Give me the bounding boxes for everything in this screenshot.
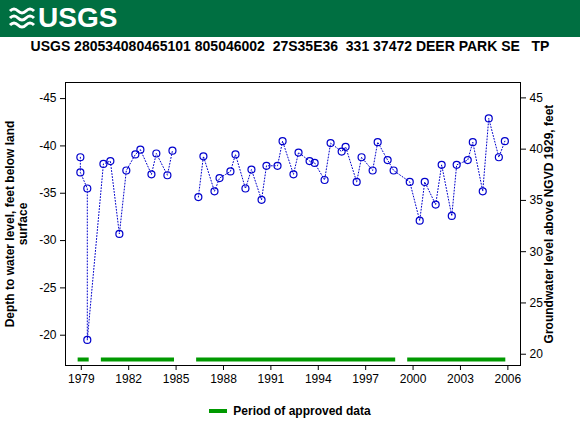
svg-text:1979: 1979 xyxy=(68,372,95,386)
svg-text:1994: 1994 xyxy=(305,372,332,386)
svg-text:2006: 2006 xyxy=(495,372,522,386)
svg-text:-30: -30 xyxy=(39,233,57,247)
svg-text:2000: 2000 xyxy=(400,372,427,386)
svg-text:-25: -25 xyxy=(39,281,57,295)
html-text:Period of approved data: Period of approved data xyxy=(233,404,371,418)
svg-text:1985: 1985 xyxy=(163,372,190,386)
svg-text:40: 40 xyxy=(530,142,544,156)
svg-text:1988: 1988 xyxy=(210,372,237,386)
svg-text:20: 20 xyxy=(530,347,544,361)
svg-text:1982: 1982 xyxy=(115,372,142,386)
svg-text:25: 25 xyxy=(530,296,544,310)
svg-text:2003: 2003 xyxy=(447,372,474,386)
svg-text:1991: 1991 xyxy=(258,372,285,386)
svg-text:35: 35 xyxy=(530,193,544,207)
svg-text:-20: -20 xyxy=(39,328,57,342)
html-text:Groundwater level above NGVD 1: Groundwater level above NGVD 1929, feet xyxy=(542,104,556,343)
html-text:USGS 280534080465101 805046002: USGS 280534080465101 805046002 27S35E36 … xyxy=(30,38,550,54)
svg-text:-45: -45 xyxy=(39,91,57,105)
svg-text:-40: -40 xyxy=(39,139,57,153)
svg-text:-35: -35 xyxy=(39,186,57,200)
html-text:USGS: USGS xyxy=(38,2,118,33)
svg-text:30: 30 xyxy=(530,245,544,259)
svg-text:1997: 1997 xyxy=(352,372,379,386)
svg-text:45: 45 xyxy=(530,91,544,105)
html-text:Depth to water level, feet bel: Depth to water level, feet below land su… xyxy=(3,120,30,327)
